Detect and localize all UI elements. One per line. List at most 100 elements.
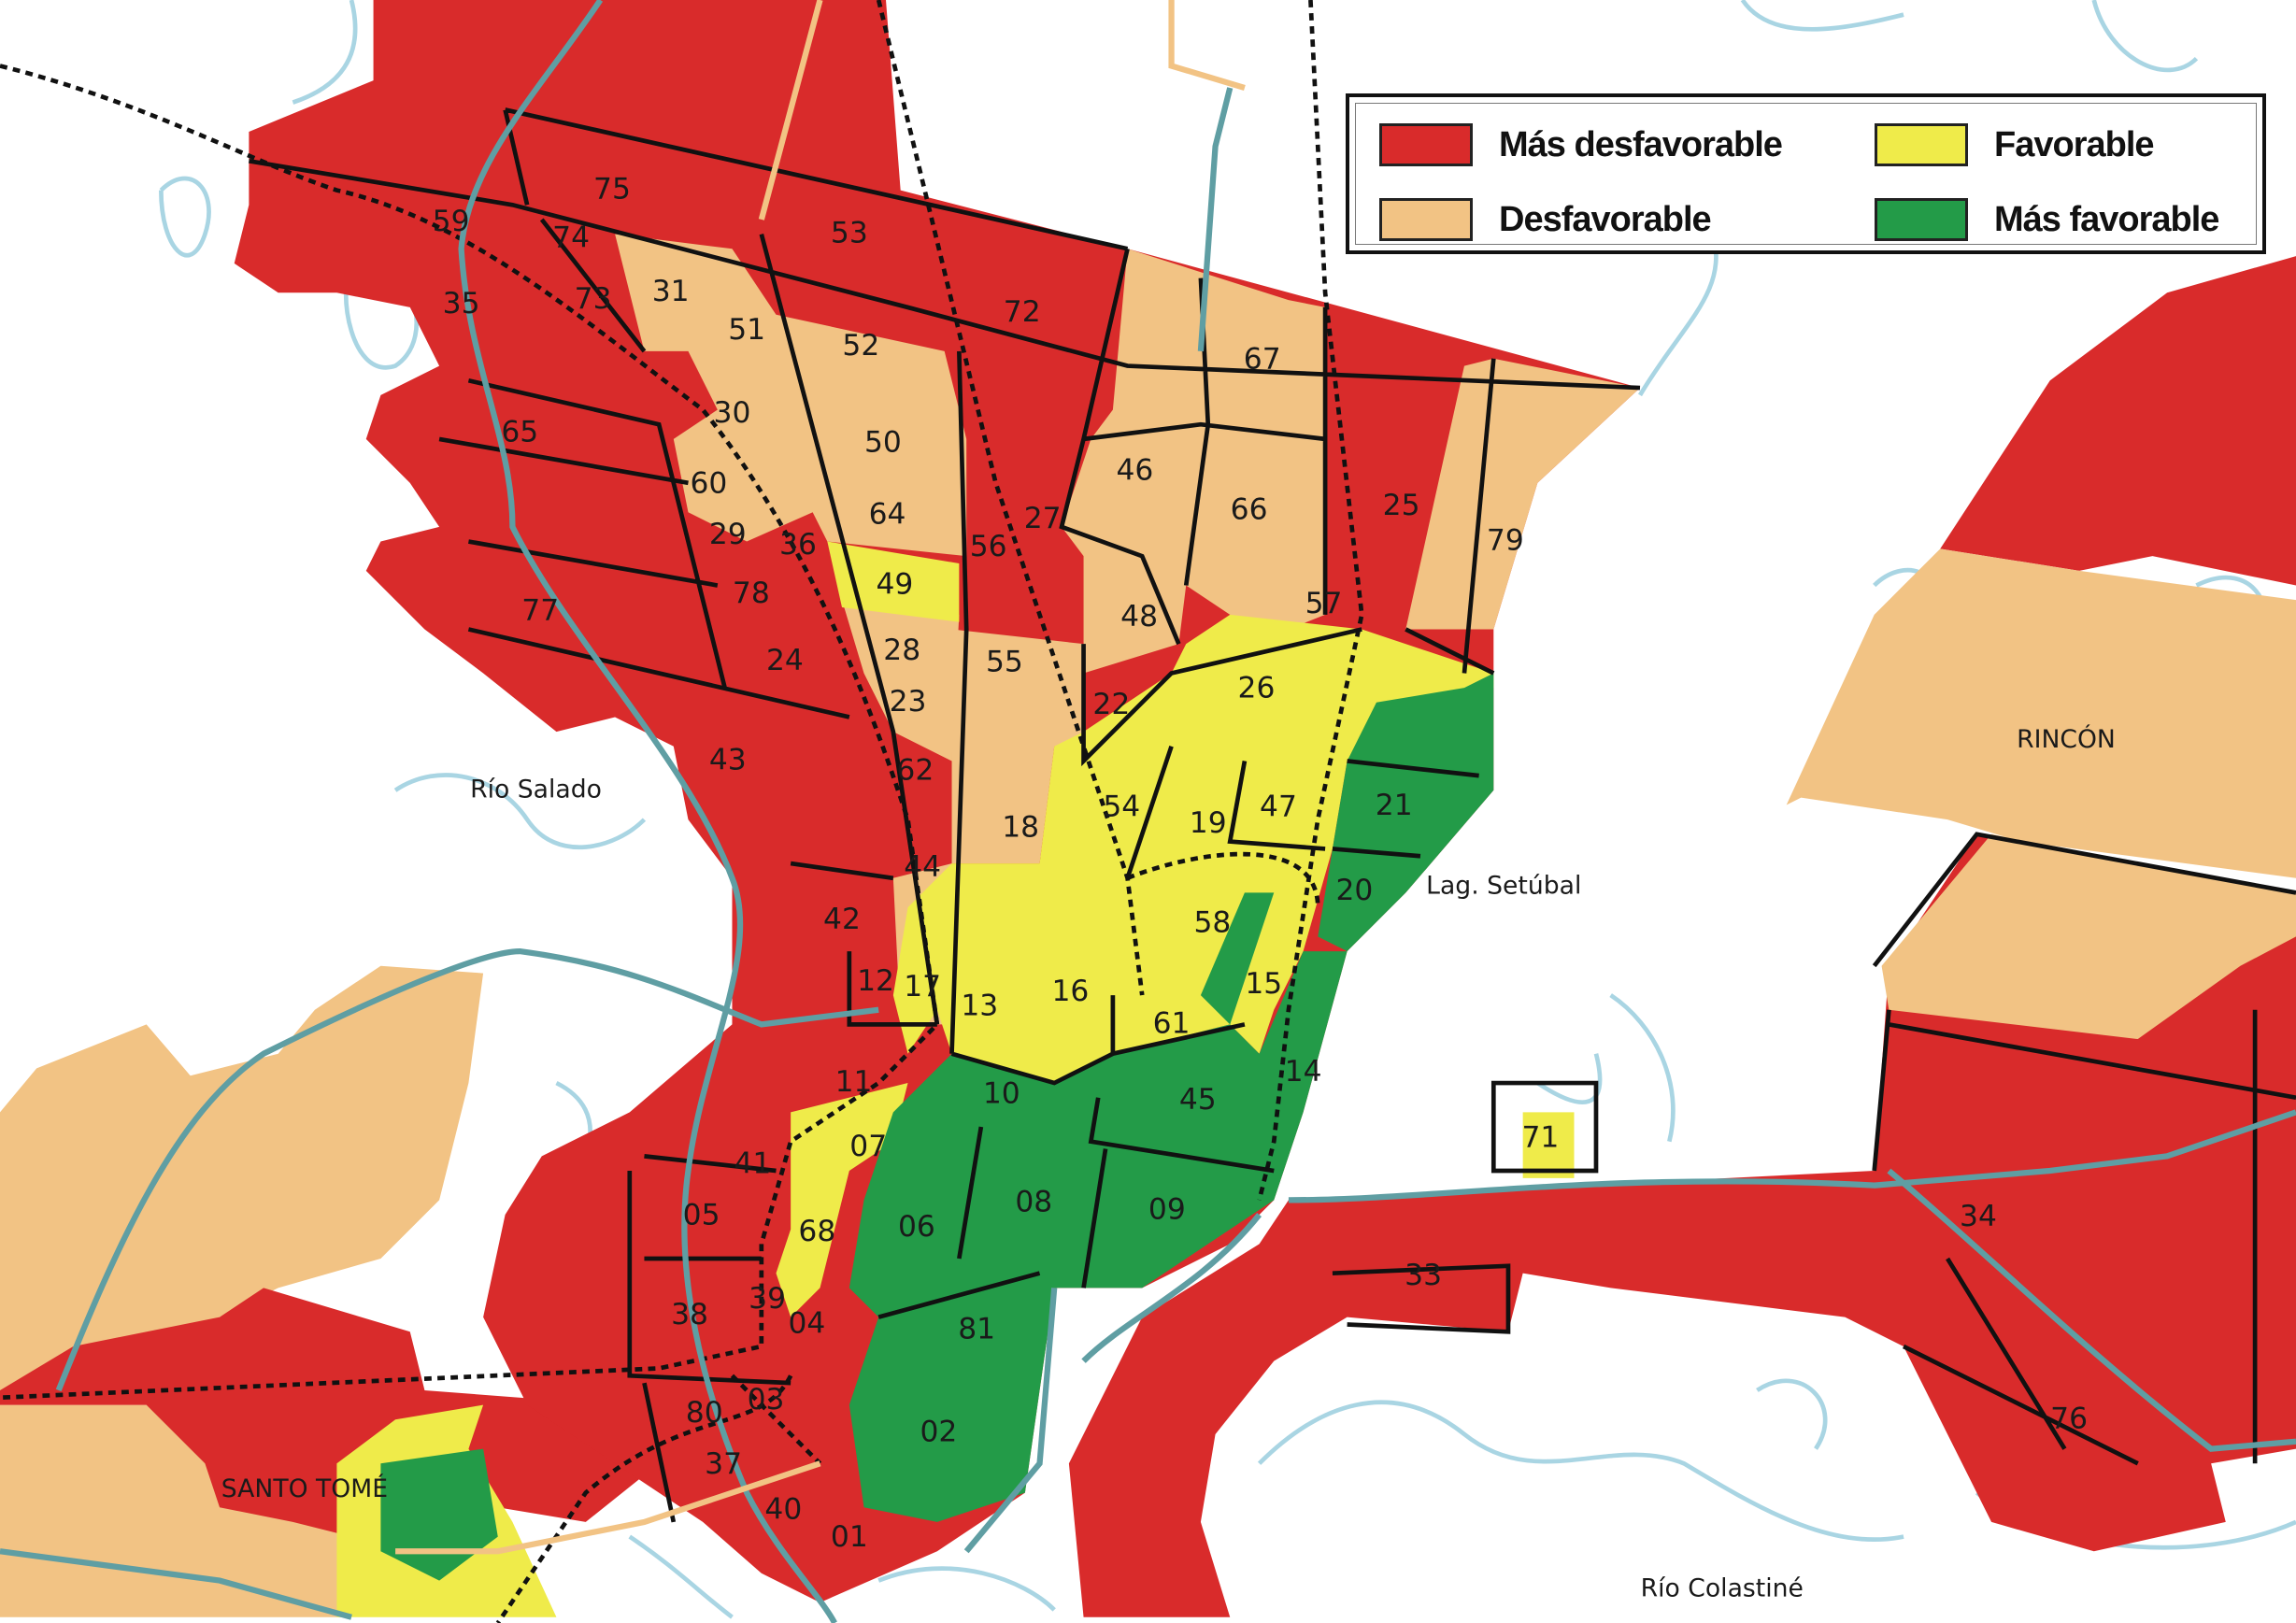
zone-label: 16	[1052, 975, 1090, 1008]
zone-label: 77	[521, 594, 559, 628]
zone-label: 33	[1405, 1259, 1442, 1292]
legend-item-favorable: Favorable	[1875, 123, 2155, 166]
zone-label: 30	[714, 396, 751, 430]
zone-label: 80	[686, 1396, 723, 1430]
zone-boundaries	[248, 107, 2296, 1523]
area-desfavorable-25-79	[1405, 358, 1640, 630]
area-mas-desfavorable-santo-tome	[0, 1288, 660, 1537]
zone-label: 19	[1190, 806, 1227, 840]
zone-label: 79	[1487, 524, 1524, 558]
zone-label: 61	[1153, 1006, 1191, 1040]
place-label: RINCÓN	[2017, 724, 2116, 754]
zone-label: 43	[709, 743, 747, 776]
zone-label: 47	[1260, 790, 1297, 824]
place-label: Río Salado	[470, 775, 602, 804]
zone-label: 01	[831, 1520, 868, 1554]
zone-label: 02	[920, 1415, 957, 1448]
legend-item-mas-desfavorable: Más desfavorable	[1379, 123, 1783, 166]
zone-label: 22	[1092, 688, 1130, 721]
place-label: Río Colastiné	[1641, 1573, 1804, 1602]
zone-label: 65	[501, 416, 538, 449]
zone-label: 03	[748, 1383, 785, 1417]
area-mas-desfavorable-northeast	[1940, 256, 2296, 586]
area-desfavorable-70	[1881, 833, 2296, 1040]
area-desfavorable-north	[615, 234, 967, 557]
place-labels: Río Salado Lag. Setúbal RINCÓN SANTO TOMÉ Rí…	[221, 724, 2116, 1602]
zone-label: 31	[652, 275, 690, 308]
zone-label: 76	[2050, 1402, 2088, 1435]
zone-label: 12	[857, 964, 894, 998]
zone-label: 81	[958, 1313, 995, 1346]
zone-label: 37	[705, 1447, 742, 1481]
legend-label: Más favorable	[1994, 199, 2219, 239]
area-desfavorable-rincon	[1786, 548, 2296, 878]
area-mas-desfavorable-east	[1068, 833, 2296, 1617]
zone-label: 07	[849, 1130, 887, 1163]
area-desfavorable-santo-tome	[0, 965, 484, 1617]
area-mas-favorable-santo-tome	[380, 1448, 498, 1581]
legend-frame	[1355, 103, 2257, 245]
zone-label: 39	[749, 1282, 786, 1316]
zone-label: 20	[1336, 874, 1374, 907]
legend-swatch	[1379, 198, 1473, 241]
zone-label: 27	[1024, 502, 1062, 535]
zone-label: 04	[788, 1306, 825, 1340]
zone-label: 64	[869, 497, 906, 531]
legend-label: Favorable	[1994, 124, 2155, 164]
zone-label: 50	[864, 426, 902, 460]
place-label: Lag. Setúbal	[1426, 872, 1581, 901]
zone-label: 59	[433, 205, 470, 238]
zone-label: 42	[823, 903, 861, 936]
railway-line	[0, 0, 1364, 1623]
legend-swatch	[1875, 198, 1968, 241]
zone-label: 23	[890, 685, 927, 719]
zone-label: 38	[671, 1298, 708, 1331]
zone-label: 34	[1960, 1200, 1997, 1233]
zone-label: 06	[898, 1210, 935, 1244]
zone-label: 57	[1305, 587, 1343, 620]
zone-label: 52	[842, 329, 879, 363]
zone-label: 78	[733, 577, 770, 610]
zone-label: 71	[1522, 1121, 1560, 1155]
zone-label: 21	[1376, 789, 1413, 822]
zone-label: 56	[970, 530, 1007, 563]
area-mas-favorable-south	[849, 951, 1348, 1522]
zone-label: 55	[986, 646, 1023, 679]
legend-item-mas-favorable: Más favorable	[1875, 198, 2219, 241]
zone-label: 14	[1285, 1055, 1322, 1089]
zone-label: 35	[443, 287, 480, 320]
area-mas-favorable-21-20	[1318, 673, 1494, 952]
area-favorable-71	[1522, 1112, 1575, 1178]
legend-swatch	[1875, 123, 1968, 166]
zone-label: 46	[1116, 453, 1153, 487]
zone-label: 48	[1120, 600, 1158, 634]
place-label: SANTO TOMÉ	[221, 1474, 388, 1503]
zone-label: 66	[1231, 493, 1268, 527]
zone-label: 41	[734, 1147, 771, 1181]
zone-label: 09	[1148, 1192, 1186, 1226]
zone-label: 08	[1015, 1185, 1052, 1218]
legend-label: Más desfavorable	[1499, 124, 1783, 164]
area-desfavorable-northeast	[1062, 249, 1326, 674]
zone-label: 28	[883, 634, 920, 667]
zone-label: 40	[764, 1492, 802, 1526]
legend-item-desfavorable: Desfavorable	[1379, 198, 1712, 241]
zone-label: 60	[690, 466, 727, 500]
area-favorable-center	[892, 614, 1494, 1084]
zone-label: 67	[1244, 342, 1281, 376]
zone-label: 54	[1103, 790, 1140, 824]
railway-lines	[0, 0, 1364, 1623]
zone-label: 45	[1179, 1083, 1217, 1117]
zone-label: 74	[552, 221, 590, 254]
zone-label: 73	[575, 282, 612, 316]
zone-label: 11	[835, 1065, 873, 1099]
legend-swatch	[1379, 123, 1473, 166]
zone-label: 72	[1004, 295, 1041, 329]
zone-label: 51	[728, 313, 765, 347]
zone-label: 18	[1002, 811, 1039, 845]
zone-label: 68	[798, 1215, 835, 1248]
